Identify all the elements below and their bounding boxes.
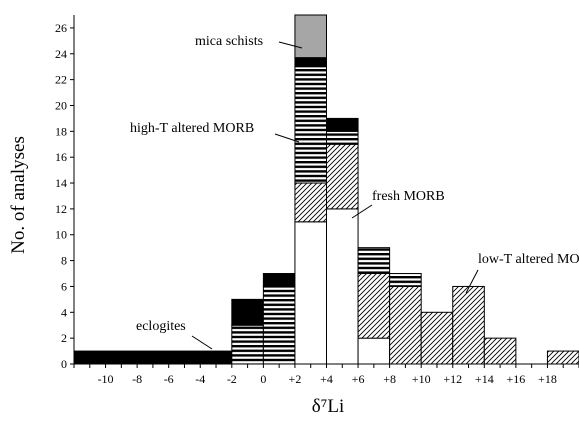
annotation-low-t-altered-morb: low-T altered MORB [478,252,579,267]
y-tick-label-22: 22 [55,73,67,87]
x-tick-label-12: +12 [443,372,462,386]
bar-segment-highT-3 [295,67,327,183]
bar-segment-lowT-6 [390,286,422,364]
bar-segment-lowT-7 [421,312,453,364]
y-tick-label-0: 0 [61,357,67,371]
bar-segment-lowT-3 [295,183,327,222]
y-tick-label-4: 4 [61,305,67,319]
x-tick-label-14: +14 [475,372,494,386]
bar-segment-lowT-4 [327,144,359,209]
y-tick-label-12: 12 [55,202,67,216]
bar-segment-highT-5 [358,248,390,274]
y-tick-label-14: 14 [55,176,67,190]
x-tick-label--2: -2 [227,372,237,386]
bar-segment-lowT-9 [484,338,516,364]
bar-segment-mica-3 [295,15,327,58]
x-tick-label--6: -6 [164,372,174,386]
bar-segment-fresh-5 [358,338,390,364]
x-tick-label-2: +2 [289,372,302,386]
bar-segment-highT-4 [327,131,359,144]
y-tick-label-6: 6 [61,279,67,293]
x-tick-label-10: +10 [412,372,431,386]
bar-segment-fresh-4 [327,209,359,364]
x-tick-label-6: +6 [352,372,365,386]
x-tick-label--10: -10 [98,372,114,386]
x-tick-label-16: +16 [506,372,525,386]
eclogites-leader [192,336,212,349]
y-tick-label-10: 10 [55,228,67,242]
y-tick-label-20: 20 [55,98,67,112]
x-axis-title: δ⁷Li [312,396,344,417]
bar-segment-highT-2 [263,286,295,364]
x-tick-label--8: -8 [132,372,142,386]
x-tick-label-8: +8 [383,372,396,386]
bar-segment-lowT-8 [453,286,485,364]
bar-segment-eclogite-4 [327,118,359,131]
y-tick-label-18: 18 [55,124,67,138]
bar-segment-eclogite-2 [263,274,295,287]
bar-segment-eclogite-3 [295,58,327,67]
x-tick-label-0: 0 [260,372,266,386]
x-tick-label--4: -4 [195,372,205,386]
bar-segment-lowT-10 [547,351,579,364]
histogram-bars [74,15,579,364]
annotation-eclogites: eclogites [136,319,186,334]
bar-segment-eclogite-1 [232,299,264,325]
bar-segment-eclogite-0 [74,351,232,364]
y-axis-title: No. of analyses [8,136,29,254]
annotation-fresh-morb: fresh MORB [372,189,445,204]
bar-segment-highT-1 [232,325,264,364]
y-tick-label-26: 26 [55,21,67,35]
y-tick-label-8: 8 [61,254,67,268]
bar-segment-lowT-5 [358,274,390,339]
bar-segment-fresh-3 [295,222,327,364]
y-tick-label-24: 24 [55,47,67,61]
x-tick-label-4: +4 [320,372,333,386]
annotation-high-t-altered-morb: high-T altered MORB [130,121,254,136]
bar-segment-highT-6 [390,274,422,287]
annotation-mica-schists: mica schists [195,34,263,49]
y-tick-label-16: 16 [55,150,67,164]
y-tick-label-2: 2 [61,331,67,345]
x-tick-label-18: +18 [538,372,557,386]
x-axis-ticks: -10 -8 -6 -4 -2 0 +2 +4 +6 +8 +10 +12 +14 +16 +18 [74,364,579,386]
